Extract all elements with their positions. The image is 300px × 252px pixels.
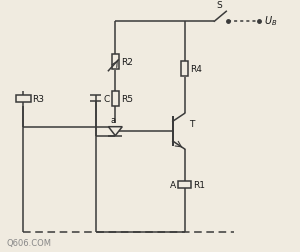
Bar [112,92,119,106]
Bar [16,96,31,103]
Text: a: a [111,115,116,124]
Text: R3: R3 [33,94,45,104]
Text: C: C [104,94,110,104]
Bar [112,55,119,70]
Text: T: T [189,119,194,128]
Bar [181,62,188,77]
Polygon shape [108,127,122,136]
Bar [178,181,191,188]
Text: R2: R2 [121,58,133,67]
Text: R4: R4 [190,65,202,74]
Text: Q606.COM: Q606.COM [6,238,51,247]
Text: $U_B$: $U_B$ [264,14,277,28]
Text: A: A [170,180,176,190]
Text: R5: R5 [121,94,133,104]
Text: S: S [217,1,222,10]
Text: R1: R1 [193,180,205,190]
